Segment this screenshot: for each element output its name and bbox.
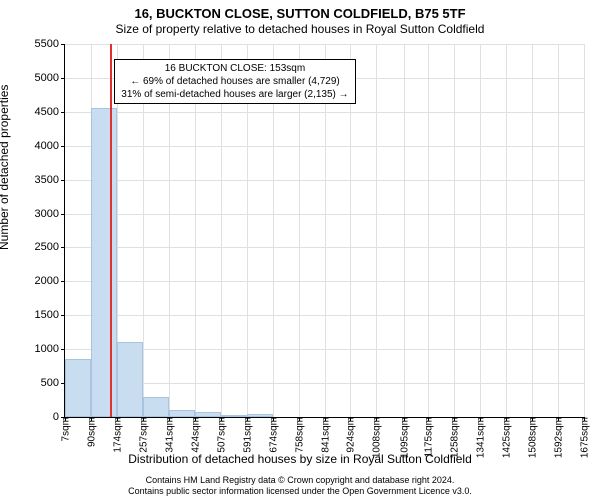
footer-line-2: Contains public sector information licen…	[0, 486, 600, 498]
ytick-label: 4500	[35, 106, 65, 118]
ytick-label: 3500	[35, 174, 65, 186]
xtick-label: 90sqm	[84, 417, 97, 447]
footer-line-1: Contains HM Land Registry data © Crown c…	[0, 475, 600, 487]
grid-line-v	[404, 44, 405, 417]
histogram-bar	[221, 415, 247, 417]
ytick-label: 5000	[35, 72, 65, 84]
annotation-line-2: ← 69% of detached houses are smaller (4,…	[121, 75, 348, 88]
xtick-label: 7sqm	[59, 417, 72, 441]
grid-line-v	[506, 44, 507, 417]
footer: Contains HM Land Registry data © Crown c…	[0, 475, 600, 498]
xtick-label: 841sqm	[318, 417, 331, 453]
ytick-label: 500	[41, 377, 65, 389]
ytick-label: 4000	[35, 140, 65, 152]
xtick-label: 924sqm	[344, 417, 357, 453]
chart-title-sub: Size of property relative to detached ho…	[0, 22, 600, 36]
grid-line-v	[376, 44, 377, 417]
xtick-label: 591sqm	[240, 417, 253, 453]
histogram-bar	[143, 397, 169, 417]
histogram-bar	[169, 410, 195, 417]
ytick-label: 1000	[35, 343, 65, 355]
xtick-label: 758sqm	[292, 417, 305, 453]
ytick-label: 1500	[35, 309, 65, 321]
ytick-label: 2500	[35, 241, 65, 253]
ytick-label: 3000	[35, 208, 65, 220]
ytick-label: 5500	[35, 38, 65, 50]
annotation-box: 16 BUCKTON CLOSE: 153sqm ← 69% of detach…	[114, 59, 355, 104]
grid-line-v	[532, 44, 533, 417]
chart-title-main: 16, BUCKTON CLOSE, SUTTON COLDFIELD, B75…	[0, 6, 600, 21]
chart-container: 16, BUCKTON CLOSE, SUTTON COLDFIELD, B75…	[0, 0, 600, 500]
histogram-bar	[91, 108, 117, 417]
histogram-bar	[117, 342, 143, 417]
annotation-line-3: 31% of semi-detached houses are larger (…	[121, 88, 348, 101]
ytick-label: 2000	[35, 275, 65, 287]
xtick-label: 341sqm	[162, 417, 175, 453]
grid-line-v	[480, 44, 481, 417]
grid-line-v	[428, 44, 429, 417]
histogram-bar	[195, 412, 221, 417]
x-axis-label: Distribution of detached houses by size …	[0, 452, 600, 466]
xtick-label: 257sqm	[136, 417, 149, 453]
xtick-label: 674sqm	[266, 417, 279, 453]
xtick-label: 507sqm	[214, 417, 227, 453]
xtick-label: 424sqm	[188, 417, 201, 453]
grid-line-v	[584, 44, 585, 417]
grid-line-v	[454, 44, 455, 417]
plot-area: 16 BUCKTON CLOSE: 153sqm ← 69% of detach…	[64, 44, 584, 418]
histogram-bar	[65, 359, 91, 417]
histogram-bar	[247, 414, 273, 417]
xtick-label: 174sqm	[110, 417, 123, 453]
grid-line-v	[558, 44, 559, 417]
annotation-line-1: 16 BUCKTON CLOSE: 153sqm	[121, 62, 348, 75]
y-axis-label: Number of detached properties	[0, 85, 11, 250]
property-marker-line	[110, 44, 112, 417]
